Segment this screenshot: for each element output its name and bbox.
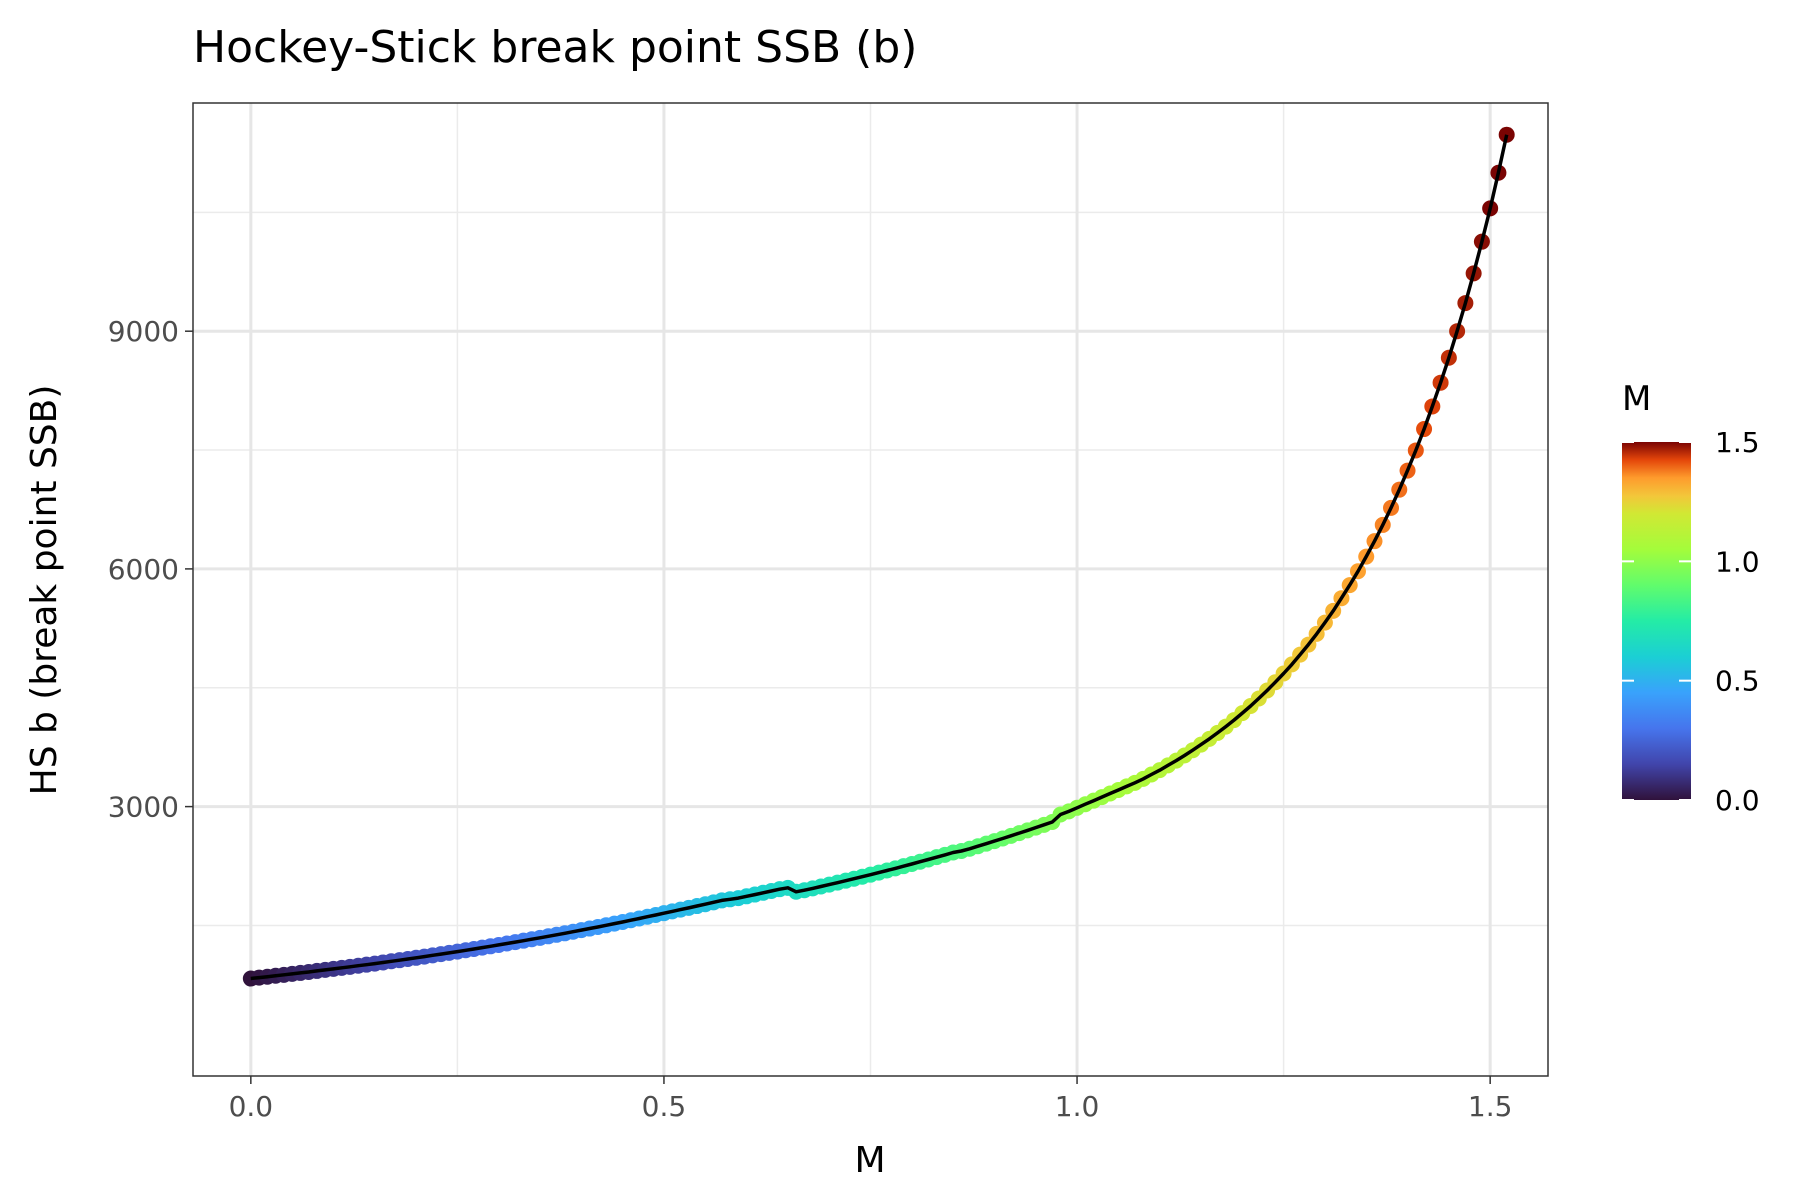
legend-ticks: 0.0 0.5 1.0 1.5 [1622, 426, 1760, 817]
x-tick-label: 0.0 [229, 1090, 274, 1123]
grid-major [193, 103, 1548, 1076]
trend-line [250, 134, 1509, 981]
data-point [1498, 126, 1515, 143]
x-axis-ticks: 0.0 0.5 1.0 1.5 [229, 1076, 1513, 1123]
x-tick-label: 1.5 [1468, 1090, 1513, 1123]
chart-title: Hockey-Stick break point SSB (b) [193, 22, 917, 73]
y-tick-label: 9000 [108, 315, 179, 348]
legend-colorbar [1622, 442, 1691, 800]
y-tick-label: 6000 [108, 553, 179, 586]
legend-tick-label: 0.5 [1715, 665, 1760, 698]
plot-content [242, 126, 1515, 987]
color-legend: M 0.0 0.5 1.0 1.5 [1622, 379, 1760, 817]
y-axis-ticks: 3000 6000 9000 [108, 315, 193, 824]
x-axis-title: M [854, 1140, 885, 1181]
legend-title: M [1622, 379, 1651, 419]
grid-minor [193, 103, 1548, 1076]
x-tick-label: 1.0 [1055, 1090, 1100, 1123]
legend-tick-label: 1.5 [1715, 426, 1760, 459]
plot-border [192, 102, 1549, 1077]
y-tick-label: 3000 [108, 791, 179, 824]
y-axis-title: HS b (break point SSB) [24, 385, 65, 796]
x-tick-label: 0.5 [642, 1090, 687, 1123]
legend-tick-label: 0.0 [1715, 784, 1760, 817]
legend-tick-label: 1.0 [1715, 545, 1760, 578]
